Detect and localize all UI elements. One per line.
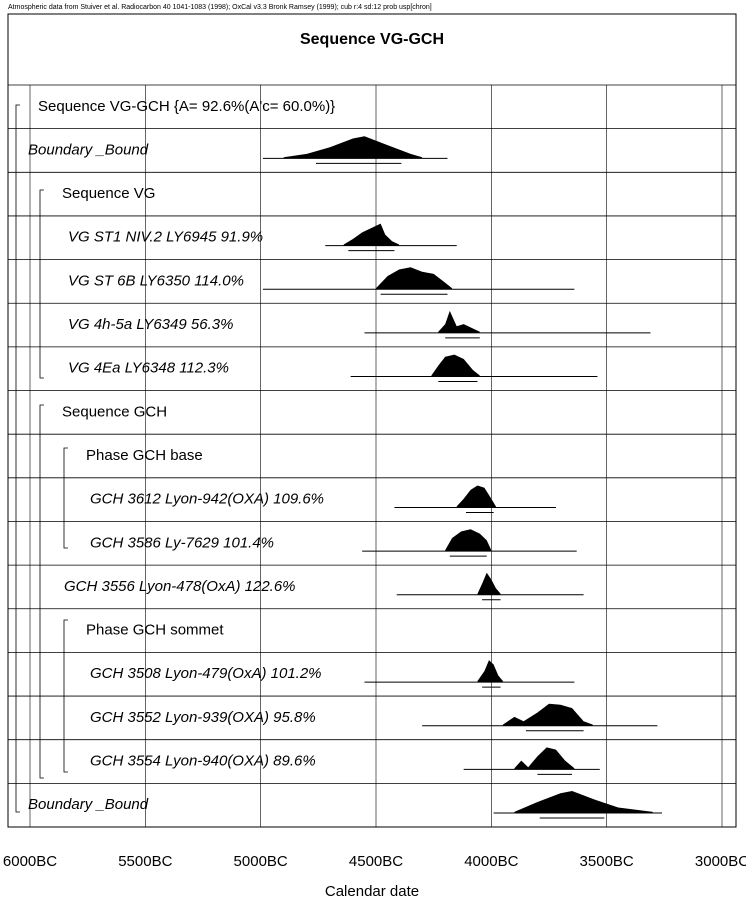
- row-label: VG ST 6B LY6350 114.0%: [68, 272, 244, 289]
- row-label: Boundary _Bound: [28, 796, 149, 813]
- row-label: Boundary _Bound: [28, 141, 149, 158]
- row-label: GCH 3556 Lyon-478(OxA) 122.6%: [64, 578, 296, 595]
- bracket: [39, 189, 44, 379]
- x-tick-label: 4000BC: [464, 853, 518, 870]
- row-label: GCH 3612 Lyon-942(OXA) 109.6%: [90, 491, 324, 508]
- posterior: [514, 747, 575, 770]
- bracket: [63, 447, 68, 549]
- posterior: [477, 572, 501, 595]
- x-tick-label: 5000BC: [234, 853, 288, 870]
- row-label: GCH 3552 Lyon-939(OXA) 95.8%: [90, 709, 316, 726]
- posterior: [283, 136, 423, 159]
- row-label: Sequence GCH: [62, 403, 167, 420]
- x-tick-label: 3500BC: [580, 853, 634, 870]
- posterior: [514, 791, 653, 814]
- posterior: [431, 354, 480, 377]
- row-label: VG ST1 NIV.2 LY6945 91.9%: [68, 229, 263, 246]
- x-tick-label: 4500BC: [349, 853, 403, 870]
- bracket: [15, 104, 20, 813]
- bracket: [39, 404, 44, 779]
- row-label: VG 4Ea LY6348 112.3%: [68, 360, 229, 377]
- posterior: [376, 267, 453, 290]
- row-label: GCH 3508 Lyon-479(OxA) 101.2%: [90, 665, 322, 682]
- posterior: [343, 223, 400, 246]
- posterior: [445, 529, 492, 552]
- x-axis-label: Calendar date: [325, 883, 419, 900]
- row-label: Sequence VG-GCH {A= 92.6%(A'c= 60.0%)}: [38, 98, 335, 115]
- posterior: [502, 703, 593, 726]
- x-tick-label: 5500BC: [118, 853, 172, 870]
- x-tick-label: 6000BC: [3, 853, 57, 870]
- row-label: GCH 3586 Ly-7629 101.4%: [90, 534, 274, 551]
- header: Atmospheric data from Stuiver et al. Rad…: [8, 4, 432, 11]
- x-tick-label: 3000BC: [695, 853, 746, 870]
- row-label: Sequence VG: [62, 185, 155, 202]
- row-label: VG 4h-5a LY6349 56.3%: [68, 316, 233, 333]
- posterior: [477, 660, 503, 683]
- posterior: [456, 485, 496, 508]
- row-label: Phase GCH sommet: [86, 622, 224, 639]
- row-label: Phase GCH base: [86, 447, 203, 464]
- row-label: GCH 3554 Lyon-940(OXA) 89.6%: [90, 752, 316, 769]
- frame: [7, 13, 737, 828]
- posterior: [438, 310, 480, 333]
- chart-title: Sequence VG-GCH: [300, 31, 444, 48]
